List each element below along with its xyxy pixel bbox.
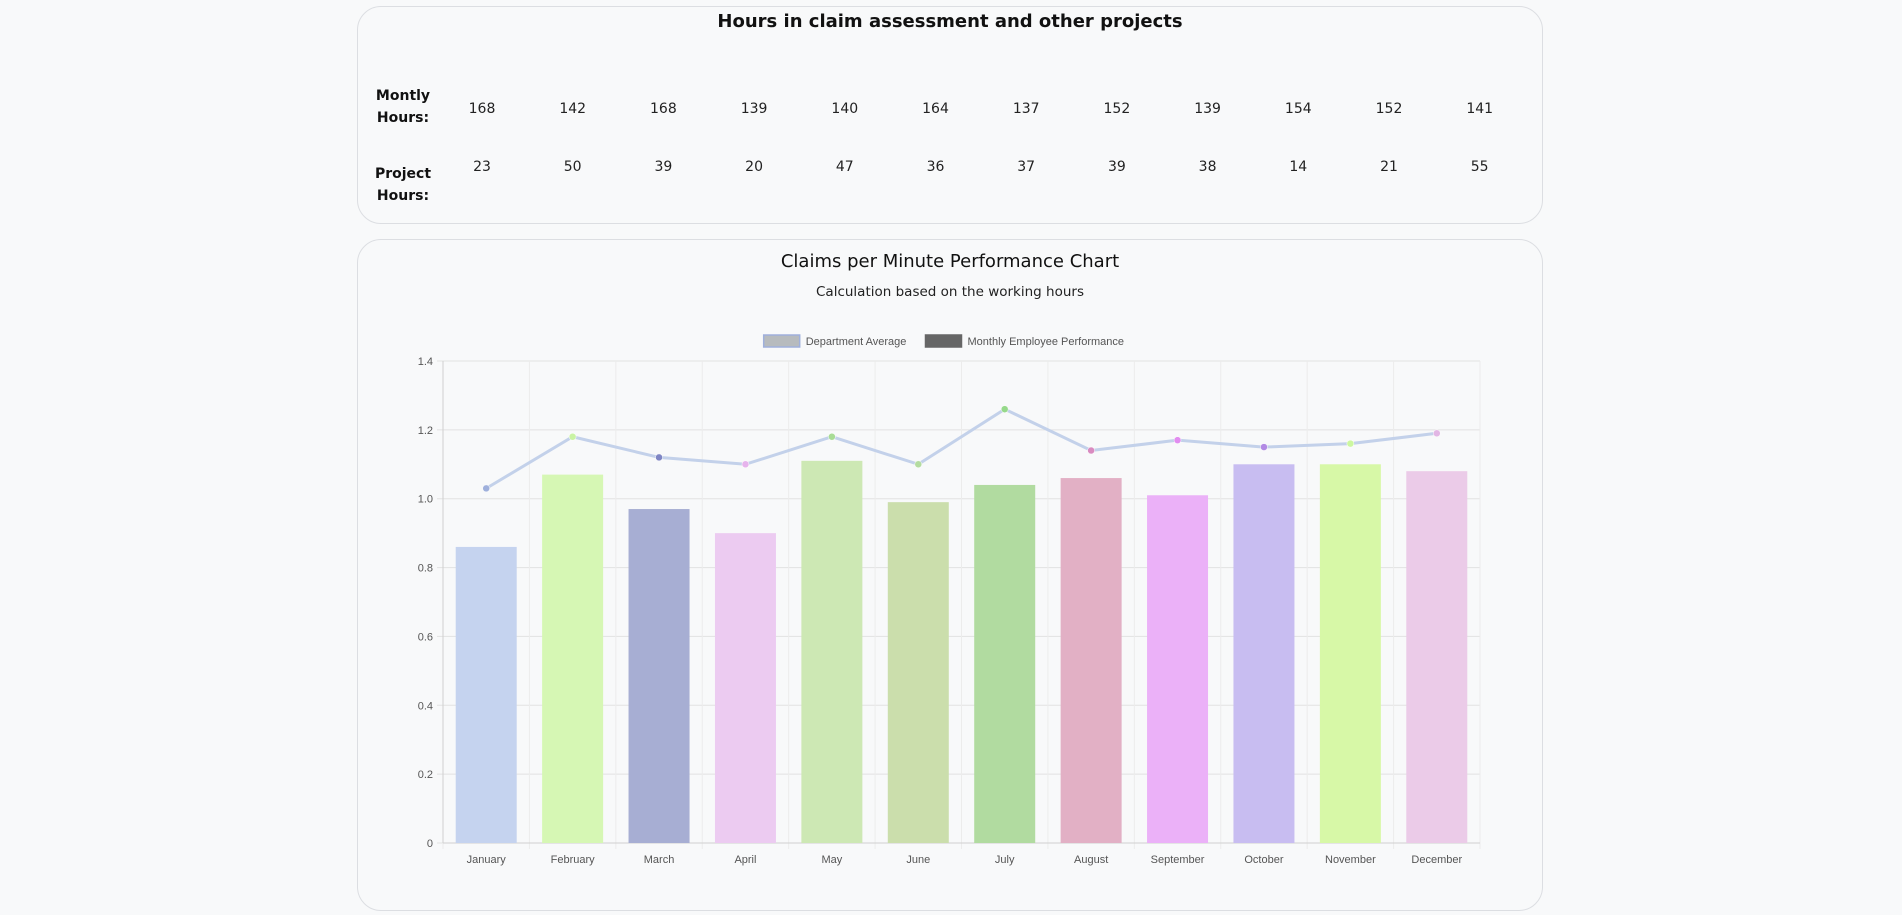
monthly-hours-label: Montly Hours: [368,85,438,129]
x-tick-label: August [1074,854,1108,866]
hours-panel: Hours in claim assessment and other proj… [357,6,1543,224]
monthly-hours-value: 164 [922,101,949,117]
project-hours-value: 39 [1107,159,1126,175]
department-average-line [485,407,1437,490]
performance-chart: 0 0.2 0.4 0.6 0.8 1.0 1.2 1.4 January February Mar… [418,334,1481,866]
monthly-hours-value: 154 [1284,101,1312,117]
bar [1147,495,1209,843]
y-tick-label: 0.6 [418,631,433,643]
bar [1233,464,1295,843]
y-tick-label: 0.8 [418,563,433,575]
project-hours-value: 38 [1198,159,1217,175]
x-tick-label: January [467,854,507,866]
project-hours-value: 47 [835,159,854,175]
monthly-hours-value: 139 [1194,101,1221,117]
y-tick-label: 0.2 [418,769,433,781]
bar [887,502,949,843]
line-point [1087,446,1095,455]
line-point [655,453,663,462]
line-point [568,432,577,441]
line-point [1173,436,1182,444]
x-tick-label: November [1325,854,1376,866]
project-hours-value: 50 [563,159,582,175]
monthly-hours-value: 152 [1103,101,1131,117]
line-point [1260,443,1268,451]
monthly-hours-value: 152 [1375,101,1403,117]
project-hours-label-line1: Project [374,166,432,182]
bar [628,509,690,843]
project-hours-value: 23 [473,159,491,175]
monthly-hours-value: 168 [650,101,677,117]
project-hours-value: 39 [654,159,673,175]
bar [1060,478,1122,843]
bar [714,533,776,843]
bar [1319,464,1381,843]
performance-chart-panel: Claims per Minute Performance Chart Calc… [357,239,1543,911]
monthly-hours-value: 141 [1466,101,1494,117]
y-tick-label: 1.4 [418,356,433,368]
x-tick-label: October [1244,854,1283,866]
project-hours-value: 36 [926,159,945,175]
line-point [914,460,923,469]
project-hours-label-line2: Hours: [376,188,430,204]
monthly-hours-label-line1: Montly [375,88,431,104]
y-tick-label: 0 [427,838,433,850]
chart-title: Claims per Minute Performance Chart [780,251,1120,272]
line-point [741,460,750,469]
project-hours-row: 23 50 39 20 47 36 37 39 38 14 21 55 [452,156,1542,178]
x-tick-label: May [821,854,842,866]
project-hours-value: 21 [1380,159,1398,175]
line-point [828,432,836,441]
bar [974,484,1036,843]
legend-label: Department Average [806,336,907,348]
y-tick-label: 0.4 [418,700,433,712]
line-point [1346,439,1355,448]
monthly-hours-row: 168 142 168 139 140 164 137 152 139 154 152 141 [452,98,1542,120]
monthly-hours-value: 137 [1012,101,1040,117]
line-point [482,484,490,493]
y-tick-label: 1.2 [418,425,433,437]
monthly-hours-label-line2: Hours: [376,110,430,126]
x-tick-label: March [644,854,675,866]
x-tick-label: June [906,854,930,866]
chart-subtitle: Calculation based on the working hours [816,284,1084,300]
line-point [1433,429,1441,438]
project-hours-value: 14 [1289,159,1308,175]
bar [455,546,517,843]
project-hours-value: 20 [745,159,763,175]
y-tick-label: 1.0 [418,494,433,506]
legend-swatch [924,334,963,348]
bar [542,474,604,843]
hours-panel-title: Hours in claim assessment and other proj… [717,11,1183,32]
bar [801,460,863,843]
monthly-hours-value: 142 [559,101,587,117]
x-tick-label: February [551,854,596,866]
project-hours-label: Project Hours: [368,163,438,207]
monthly-hours-value: 139 [740,101,768,117]
project-hours-value: 37 [1017,159,1036,175]
x-tick-label: September [1151,854,1205,866]
legend-label: Monthly Employee Performance [968,336,1125,348]
x-tick-label: December [1411,854,1462,866]
x-tick-label: April [734,854,756,866]
legend-swatch [762,334,801,348]
line-point [1000,405,1009,413]
monthly-hours-value: 168 [468,101,496,117]
x-tick-label: July [995,854,1015,866]
monthly-hours-value: 140 [831,101,859,117]
bar [1406,471,1468,843]
project-hours-value: 55 [1470,159,1489,175]
